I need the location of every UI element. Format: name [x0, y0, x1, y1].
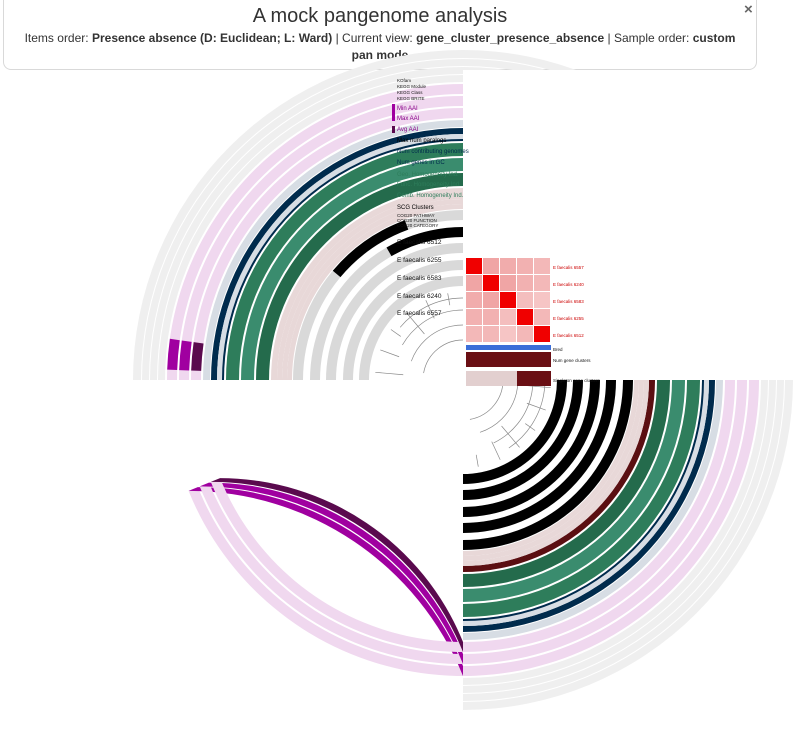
avg-aai-ring-filled[interactable] — [210, 478, 463, 652]
heatmap-row-label[interactable]: E faecalis 6512 — [553, 333, 584, 338]
heatmap-row-label[interactable]: E faecalis 6240 — [553, 282, 584, 287]
items-order-value: Presence absence (D: Euclidean; L: Ward) — [91, 31, 333, 45]
layer-label[interactable]: Num contributing genomes — [397, 149, 469, 155]
singleton-bar-dark[interactable] — [517, 371, 551, 386]
layer-label[interactable]: COG20 CATEGORY — [397, 223, 438, 228]
sample-order-label: | Sample order: — [607, 31, 690, 45]
heatmap-cell[interactable] — [517, 258, 533, 274]
heatmap-cell[interactable] — [534, 275, 550, 291]
current-view-label: | Current view: — [335, 31, 413, 45]
layer-label[interactable]: Avg AAI — [397, 127, 419, 133]
heatmap-cell[interactable] — [517, 292, 533, 308]
heatmap-cell[interactable] — [534, 326, 550, 342]
layer-label[interactable]: Min AAI — [397, 106, 418, 112]
heatmap-cell[interactable] — [517, 326, 533, 342]
layer-label[interactable]: KEGG BRITE — [397, 96, 425, 101]
heatmap-cell[interactable] — [483, 309, 499, 325]
genome-block[interactable] — [386, 226, 477, 257]
layer-label[interactable]: COG20 PATHWAY — [397, 213, 435, 218]
layer-label[interactable]: Comb. Homogeneity Ind. — [397, 193, 464, 199]
layer-label[interactable]: Geo. Homogeneity Ind. — [397, 172, 459, 178]
layer-label[interactable]: KEGG Class — [397, 90, 423, 95]
heatmap-cell[interactable] — [466, 258, 482, 274]
heatmap-row-label[interactable]: E faecalis 6557 — [553, 265, 584, 270]
heatmap-cell[interactable] — [483, 275, 499, 291]
genome-label[interactable]: E faecalis 6557 — [397, 310, 442, 317]
heatmap-cell[interactable] — [534, 292, 550, 308]
heatmap-cell[interactable] — [500, 326, 516, 342]
title-panel: A mock pangenome analysis Items order: P… — [3, 0, 757, 70]
heatmap-cell[interactable] — [517, 275, 533, 291]
heatmap-cell[interactable] — [500, 309, 516, 325]
genome-label[interactable]: E faecalis 6512 — [397, 239, 442, 246]
genome-label[interactable]: E faecalis 6255 — [397, 257, 442, 264]
genome-core-2[interactable] — [463, 380, 583, 500]
items-order-label: Items order: — [24, 31, 89, 45]
genome-core-5[interactable] — [463, 380, 633, 550]
aai-swatch — [392, 104, 395, 118]
layer-label[interactable]: Max num paralogs — [397, 138, 446, 144]
num-gene-clusters-bar[interactable] — [466, 352, 551, 367]
layer-label[interactable]: Num genes in GC — [397, 160, 445, 166]
heatmap-cell[interactable] — [500, 292, 516, 308]
genome-block[interactable] — [332, 220, 409, 278]
bar-label[interactable]: Bred — [553, 347, 563, 352]
sample-order-value: custom — [692, 31, 736, 45]
bred-bar[interactable] — [466, 345, 551, 350]
genome-core-3[interactable] — [463, 380, 600, 517]
bar-label[interactable]: Num gene clusters — [553, 358, 591, 363]
genome-label[interactable]: E faecalis 6240 — [397, 293, 442, 300]
genome-core-1[interactable] — [463, 380, 567, 484]
heatmap-cell[interactable] — [483, 326, 499, 342]
aai-swatch — [392, 115, 395, 121]
singleton-bar-light[interactable] — [466, 371, 517, 386]
heatmap-row-label[interactable]: E faecalis 6583 — [553, 299, 584, 304]
heatmap-cell[interactable] — [466, 275, 482, 291]
heatmap-cell[interactable] — [466, 292, 482, 308]
heatmap-cell[interactable] — [534, 309, 550, 325]
bar-label[interactable]: Singleton gene clusters — [553, 378, 601, 383]
genome-label[interactable]: E faecalis 6583 — [397, 275, 442, 282]
heatmap-cell[interactable] — [466, 326, 482, 342]
ani-heatmap[interactable]: E faecalis 6557 E faecalis 6240 E faecalis… — [466, 258, 601, 386]
heatmap-cell[interactable] — [500, 275, 516, 291]
close-icon[interactable]: × — [744, 1, 753, 18]
quadrant-mask — [463, 70, 802, 380]
avg-aai-ring-filled-2[interactable] — [191, 342, 204, 371]
layer-label[interactable]: Func. Homogeneity Ind. — [397, 182, 461, 188]
heatmap-cell[interactable] — [500, 258, 516, 274]
heatmap-cell[interactable] — [466, 309, 482, 325]
heatmap-cell[interactable] — [483, 258, 499, 274]
heatmap-row-label[interactable]: E faecalis 6255 — [553, 316, 584, 321]
heatmap-cell[interactable] — [483, 292, 499, 308]
max-aai-ring-filled[interactable] — [199, 482, 463, 664]
genome-core-4[interactable] — [463, 380, 616, 533]
current-view-value: gene_cluster_presence_absence — [416, 31, 605, 45]
min-aai-ring-filled-2[interactable] — [167, 338, 180, 371]
view-summary: Items order: Presence absence (D: Euclid… — [16, 30, 744, 64]
min-aai-ring-filled[interactable] — [188, 487, 463, 676]
aai-swatch — [392, 126, 395, 133]
heatmap-cell[interactable] — [517, 309, 533, 325]
layer-label[interactable]: SCG Clusters — [397, 205, 434, 211]
layer-label[interactable]: KEGG Module — [397, 84, 427, 89]
heatmap-cell[interactable] — [534, 258, 550, 274]
layer-label[interactable]: COG20 FUNCTION — [397, 218, 437, 223]
layer-label[interactable]: Max AAI — [397, 116, 420, 122]
page-title: A mock pangenome analysis — [252, 5, 508, 27]
layer-label[interactable]: KOfam — [397, 78, 411, 83]
max-aai-ring-filled-2[interactable] — [179, 340, 192, 371]
